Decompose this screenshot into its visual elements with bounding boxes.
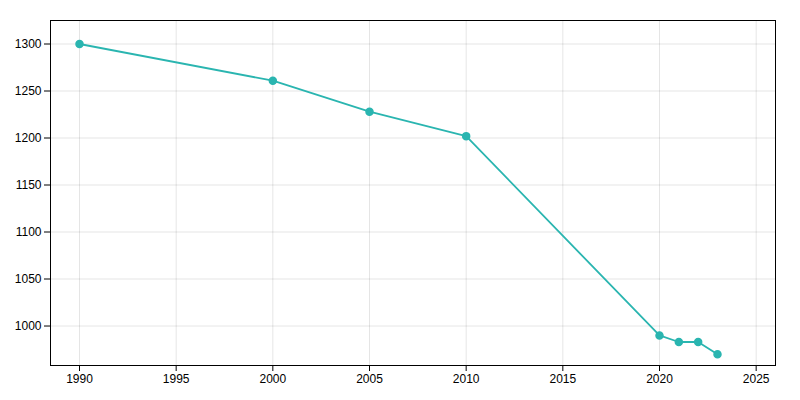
svg-text:2015: 2015: [549, 372, 576, 386]
svg-text:2000: 2000: [259, 372, 286, 386]
svg-text:1995: 1995: [163, 372, 190, 386]
svg-text:1000: 1000: [15, 319, 42, 333]
svg-text:1100: 1100: [16, 225, 42, 239]
svg-text:1050: 1050: [15, 272, 42, 286]
svg-text:1250: 1250: [15, 84, 42, 98]
svg-text:2020: 2020: [646, 372, 673, 386]
svg-text:1300: 1300: [15, 37, 42, 51]
svg-text:1990: 1990: [66, 372, 93, 386]
svg-text:2005: 2005: [356, 372, 383, 386]
svg-text:2010: 2010: [453, 372, 480, 386]
svg-text:1150: 1150: [16, 178, 42, 192]
svg-text:2025: 2025: [743, 372, 770, 386]
svg-text:1200: 1200: [15, 131, 42, 145]
